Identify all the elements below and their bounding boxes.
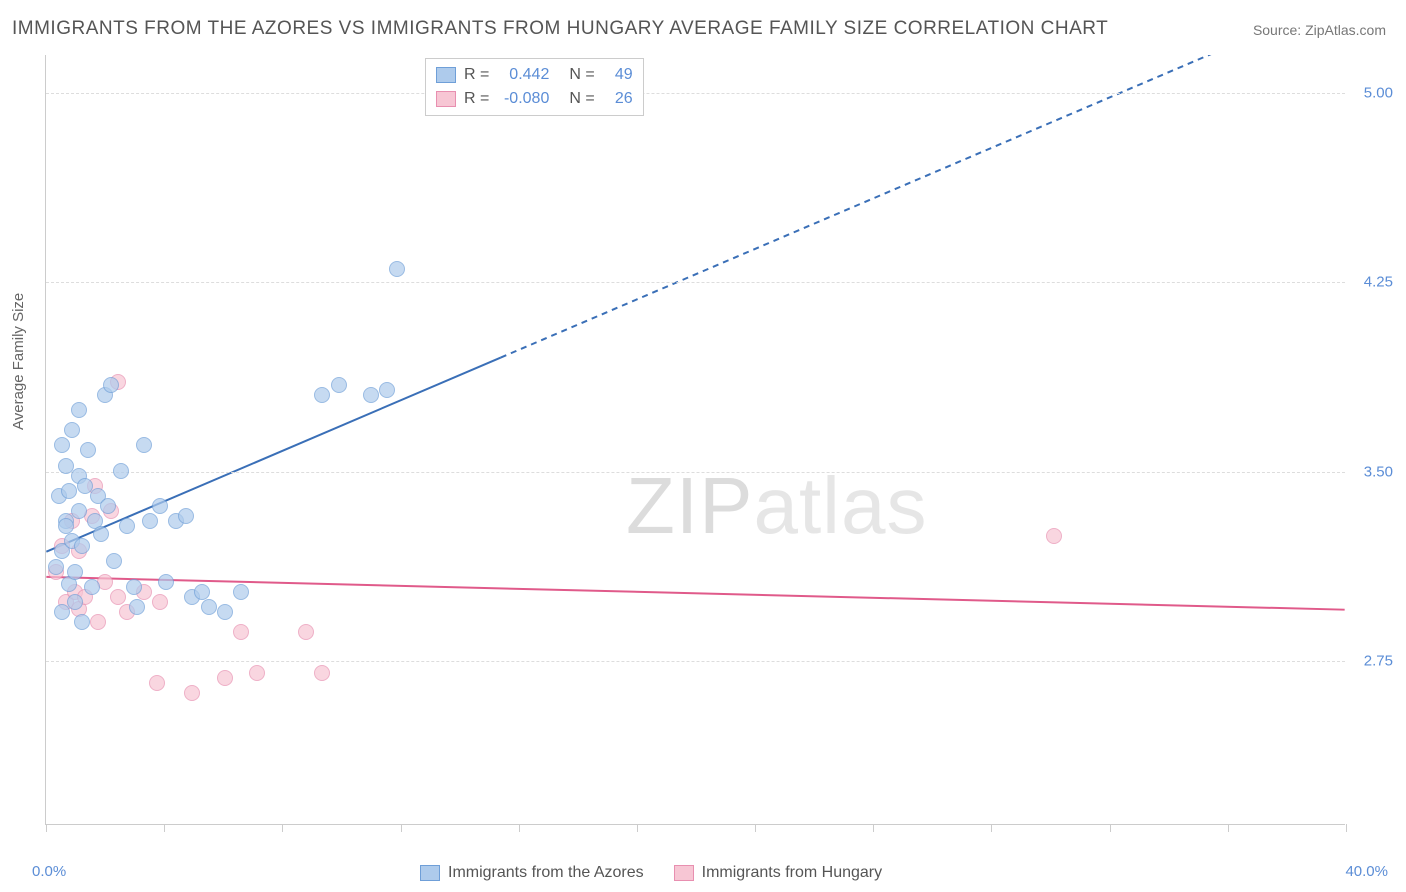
plot-area: ZIPatlas 2.753.504.255.00: [45, 55, 1345, 825]
azores-point: [106, 553, 122, 569]
legend-label-hungary: Immigrants from Hungary: [702, 864, 883, 882]
hungary-point: [110, 589, 126, 605]
azores-point: [178, 508, 194, 524]
n-label-2: N =: [569, 90, 594, 108]
x-axis-start: 0.0%: [32, 863, 66, 880]
azores-point: [379, 382, 395, 398]
azores-n-value: 49: [603, 66, 633, 84]
hungary-point: [184, 685, 200, 701]
hungary-point: [314, 665, 330, 681]
hungary-point: [298, 624, 314, 640]
xtick: [401, 824, 402, 832]
azores-point: [80, 442, 96, 458]
xtick: [282, 824, 283, 832]
stats-row-azores: R = 0.442 N = 49: [436, 63, 633, 87]
r-label-2: R =: [464, 90, 489, 108]
xtick: [1228, 824, 1229, 832]
gridline: [46, 93, 1345, 94]
hungary-point: [90, 614, 106, 630]
azores-point: [74, 538, 90, 554]
bottom-legend: Immigrants from the Azores Immigrants fr…: [420, 864, 882, 882]
legend-swatch-hungary: [674, 865, 694, 881]
azores-point: [71, 503, 87, 519]
azores-point: [67, 564, 83, 580]
ytick-label: 4.25: [1364, 274, 1393, 291]
azores-point: [389, 261, 405, 277]
hungary-point: [233, 624, 249, 640]
hungary-point: [152, 594, 168, 610]
chart-title: IMMIGRANTS FROM THE AZORES VS IMMIGRANTS…: [12, 18, 1108, 40]
ytick-label: 3.50: [1364, 463, 1393, 480]
legend-swatch-azores: [420, 865, 440, 881]
gridline: [46, 472, 1345, 473]
gridline: [46, 661, 1345, 662]
watermark: ZIPatlas: [626, 460, 927, 552]
azores-point: [233, 584, 249, 600]
hungary-point: [149, 675, 165, 691]
watermark-zip: ZIP: [626, 461, 753, 550]
azores-point: [126, 579, 142, 595]
legend-item-azores: Immigrants from the Azores: [420, 864, 644, 882]
ytick-label: 2.75: [1364, 652, 1393, 669]
azores-point: [129, 599, 145, 615]
ytick-label: 5.00: [1364, 84, 1393, 101]
azores-point: [64, 422, 80, 438]
hungary-point: [217, 670, 233, 686]
azores-point: [201, 599, 217, 615]
azores-point: [71, 402, 87, 418]
xtick: [873, 824, 874, 832]
xtick: [991, 824, 992, 832]
x-axis-end: 40.0%: [1345, 863, 1388, 880]
azores-point: [100, 498, 116, 514]
azores-point: [58, 518, 74, 534]
azores-point: [67, 594, 83, 610]
hungary-point: [1046, 528, 1062, 544]
n-label: N =: [569, 66, 594, 84]
azores-point: [194, 584, 210, 600]
watermark-atlas: atlas: [753, 461, 927, 550]
azores-point: [152, 498, 168, 514]
hungary-point: [249, 665, 265, 681]
azores-point: [93, 526, 109, 542]
azores-point: [217, 604, 233, 620]
azores-point: [84, 579, 100, 595]
regression-lines: [46, 55, 1345, 824]
y-axis-label: Average Family Size: [10, 293, 27, 430]
azores-r-value: 0.442: [497, 66, 549, 84]
stats-row-hungary: R = -0.080 N = 26: [436, 87, 633, 111]
azores-point: [136, 437, 152, 453]
swatch-azores: [436, 67, 456, 83]
hungary-r-value: -0.080: [497, 90, 549, 108]
azores-point: [142, 513, 158, 529]
stats-box: R = 0.442 N = 49 R = -0.080 N = 26: [425, 58, 644, 116]
xtick: [46, 824, 47, 832]
xtick: [1346, 824, 1347, 832]
azores-point: [119, 518, 135, 534]
azores-point: [103, 377, 119, 393]
gridline: [46, 282, 1345, 283]
azores-point: [331, 377, 347, 393]
xtick: [637, 824, 638, 832]
xtick: [755, 824, 756, 832]
r-label: R =: [464, 66, 489, 84]
azores-point: [314, 387, 330, 403]
azores-point: [48, 559, 64, 575]
azores-point: [363, 387, 379, 403]
xtick: [1110, 824, 1111, 832]
swatch-hungary: [436, 91, 456, 107]
legend-item-hungary: Immigrants from Hungary: [674, 864, 883, 882]
xtick: [519, 824, 520, 832]
xtick: [164, 824, 165, 832]
source-label: Source: ZipAtlas.com: [1253, 22, 1386, 38]
hungary-n-value: 26: [603, 90, 633, 108]
azores-point: [61, 483, 77, 499]
azores-point: [54, 437, 70, 453]
azores-point: [113, 463, 129, 479]
azores-point: [74, 614, 90, 630]
legend-label-azores: Immigrants from the Azores: [448, 864, 644, 882]
azores-point: [158, 574, 174, 590]
